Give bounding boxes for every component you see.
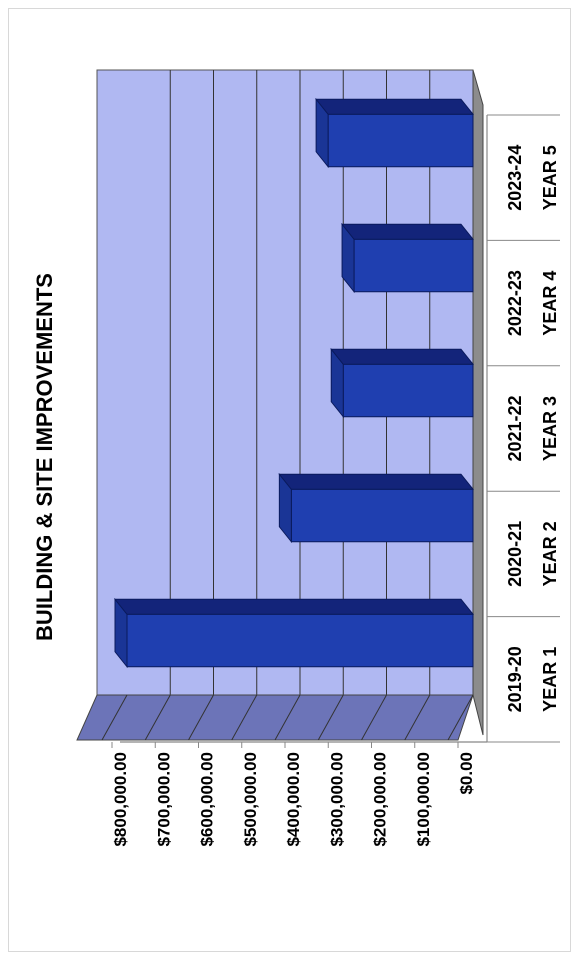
- value-tick-label: $400,000.00: [284, 752, 303, 847]
- bar: [126, 613, 474, 668]
- floor-plane: [76, 694, 474, 741]
- bar: [342, 363, 474, 418]
- page-border: [8, 8, 571, 952]
- category-axis: 2019-20 YEAR 1 2020-21 YEAR 2 2021-22 YEAR 3 2…: [487, 114, 560, 743]
- value-tick-label: $600,000.00: [198, 752, 217, 847]
- floor-gridline: [361, 694, 387, 741]
- category-label: 2023-24: [505, 145, 525, 211]
- bar: [327, 113, 474, 168]
- chart-title: BUILDING & SITE IMPROVEMENTS: [32, 273, 57, 641]
- value-tick-label: $300,000.00: [327, 752, 346, 847]
- year-label: YEAR 2: [540, 521, 560, 586]
- category-label: 2021-22: [505, 395, 525, 461]
- chart-floor: [76, 694, 474, 741]
- floor-gridline: [188, 694, 214, 741]
- bar-top: [315, 98, 475, 115]
- bar-top: [341, 223, 475, 240]
- value-tick-label: $500,000.00: [241, 752, 260, 847]
- year-label: YEAR 5: [540, 145, 560, 210]
- floor-gridline: [144, 694, 171, 741]
- bars: [113, 97, 475, 669]
- year-label: YEAR 1: [540, 647, 560, 712]
- year-label: YEAR 3: [540, 396, 560, 461]
- value-axis-ticks: $0.00 $100,000.00 $200,000.00 $300,000.00 $4…: [111, 752, 476, 847]
- category-label: 2022-23: [505, 270, 525, 336]
- floor-gridline: [317, 694, 344, 741]
- bar-top: [113, 598, 475, 615]
- bar-top: [330, 348, 475, 365]
- category-label: 2019-20: [505, 646, 525, 712]
- floor-gridline: [231, 694, 258, 741]
- value-tick-label: $0.00: [457, 752, 476, 795]
- category-label: 2020-21: [505, 521, 525, 587]
- value-tick-label: $700,000.00: [154, 752, 173, 847]
- value-tick-label: $100,000.00: [414, 752, 433, 847]
- bar: [290, 488, 474, 543]
- bar: [353, 238, 474, 293]
- side-wall: [472, 69, 484, 736]
- value-tick-label: $800,000.00: [111, 752, 130, 847]
- floor-gridline: [101, 694, 128, 741]
- floor-gridline: [447, 694, 474, 741]
- year-label: YEAR 4: [540, 271, 560, 336]
- value-tick-label: $200,000.00: [371, 752, 390, 847]
- floor-gridline: [274, 694, 301, 741]
- bar-top: [278, 473, 475, 490]
- floor-gridline: [404, 694, 431, 741]
- axis-lines: [111, 115, 488, 748]
